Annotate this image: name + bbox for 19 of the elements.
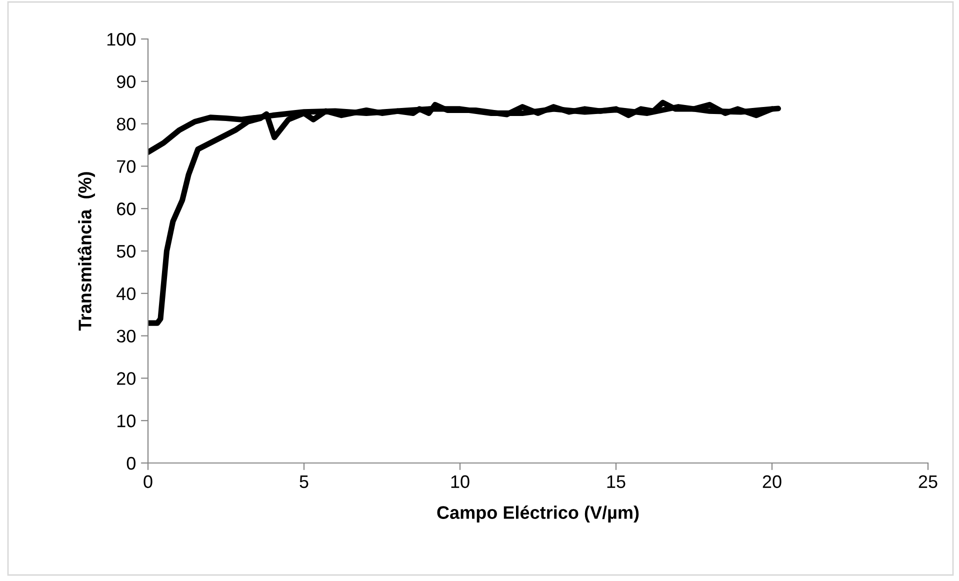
y-tick-label: 60	[117, 202, 136, 216]
x-tick-label: 10	[451, 475, 470, 488]
y-tick-label: 80	[116, 118, 136, 131]
y-tick-label: 50	[116, 244, 136, 258]
y-tick-label: 20	[117, 372, 136, 385]
y-tick-label: 30	[116, 330, 136, 343]
x-tick-label: 15	[607, 475, 626, 488]
y-tick-label: 40	[116, 287, 136, 300]
x-tick-label: 20	[762, 475, 782, 488]
y-tick-label: 10	[117, 414, 136, 428]
y-axis-title: Transmitância (%)	[78, 172, 95, 331]
x-tick-label: 5	[300, 475, 308, 488]
y-tick-label: 100	[107, 32, 136, 46]
x-tick-label: 25	[918, 475, 938, 488]
x-axis-title: Campo Eléctrico (V/µm)	[437, 506, 639, 523]
y-tick-label: 0	[126, 456, 136, 470]
y-tick-label: 90	[116, 75, 136, 88]
y-tick-label: 70	[117, 160, 136, 173]
x-tick-label: 0	[144, 475, 152, 488]
